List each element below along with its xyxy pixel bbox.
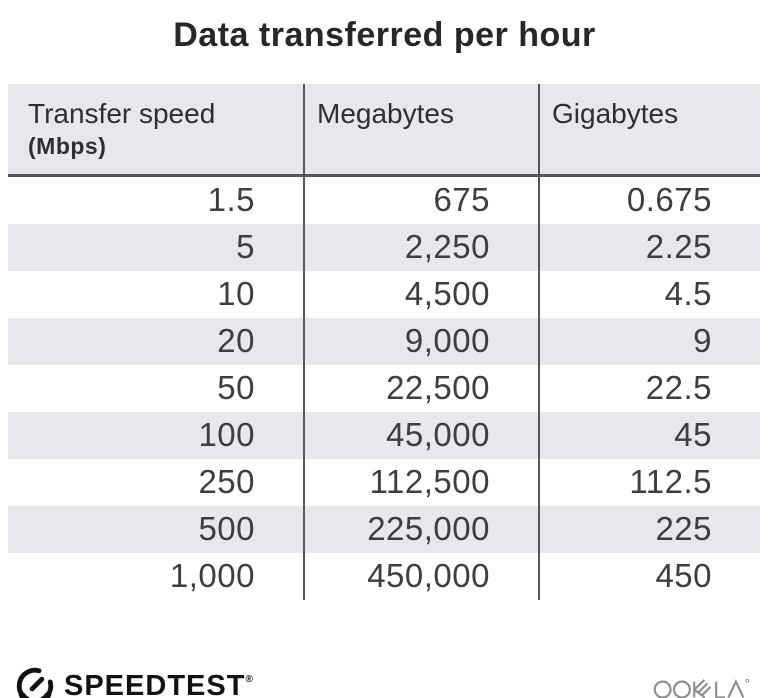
table-header-row: Transfer speed (Mbps) Megabytes Gigabyte…	[8, 84, 760, 177]
table-cell: 4,500	[303, 271, 538, 318]
header-transfer-speed-label: Transfer speed	[28, 98, 216, 129]
speedtest-label: SPEEDTEST	[64, 669, 246, 698]
speedtest-gauge-icon	[16, 667, 54, 698]
table-cell: 1,000	[169, 557, 255, 594]
registered-trademark-icon: ®	[245, 673, 254, 685]
table-cell: 22.5	[538, 365, 760, 412]
table-cell: 22,500	[303, 365, 538, 412]
header-mbps-label: (Mbps)	[28, 133, 107, 159]
speedtest-logo: SPEEDTEST®	[14, 665, 254, 698]
table-cell: 225,000	[303, 506, 538, 553]
table-cell: 250	[198, 463, 255, 500]
table-row: 1,000 450,000 450	[8, 553, 760, 600]
table-cell: 450	[538, 553, 760, 600]
table-cell: 112.5	[538, 459, 760, 506]
table-cell: 9,000	[303, 318, 538, 365]
table-cell: 0.675	[538, 177, 760, 224]
table-cell: 2,250	[303, 224, 538, 271]
table-row: 10 4,500 4.5	[8, 271, 760, 318]
table-cell: 4.5	[538, 271, 760, 318]
table-cell: 225	[538, 506, 760, 553]
table-row: 5 2,250 2.25	[8, 224, 760, 271]
table-row: 250 112,500 112.5	[8, 459, 760, 506]
table-cell: 45,000	[303, 412, 538, 459]
table-cell: 45	[538, 412, 760, 459]
table-row: 1.5 675 0.675	[8, 177, 760, 224]
table-cell: 2.25	[538, 224, 760, 271]
table-row: 100 45,000 45	[8, 412, 760, 459]
table-cell: 1.5	[207, 181, 255, 218]
ookla-logo-icon	[653, 678, 750, 698]
header-gigabytes: Gigabytes	[538, 84, 760, 174]
table-cell: 9	[538, 318, 760, 365]
table-cell: 675	[303, 177, 538, 224]
table-cell: 450,000	[303, 553, 538, 600]
page-title: Data transferred per hour	[173, 16, 596, 54]
table-row: 500 225,000 225	[8, 506, 760, 553]
table-cell: 10	[217, 275, 255, 312]
header-megabytes: Megabytes	[303, 84, 538, 174]
header-transfer-speed: Transfer speed (Mbps)	[8, 84, 303, 174]
table-row: 20 9,000 9	[8, 318, 760, 365]
table-row: 50 22,500 22.5	[8, 365, 760, 412]
table-cell: 50	[217, 369, 255, 406]
speedtest-wordmark: SPEEDTEST®	[64, 670, 254, 698]
table-cell: 500	[198, 510, 255, 547]
table-cell: 5	[236, 228, 255, 265]
table-cell: 112,500	[303, 459, 538, 506]
table-cell: 100	[198, 416, 255, 453]
data-table: Transfer speed (Mbps) Megabytes Gigabyte…	[8, 84, 760, 600]
table-cell: 20	[217, 322, 255, 359]
footer: SPEEDTEST®	[0, 662, 769, 698]
